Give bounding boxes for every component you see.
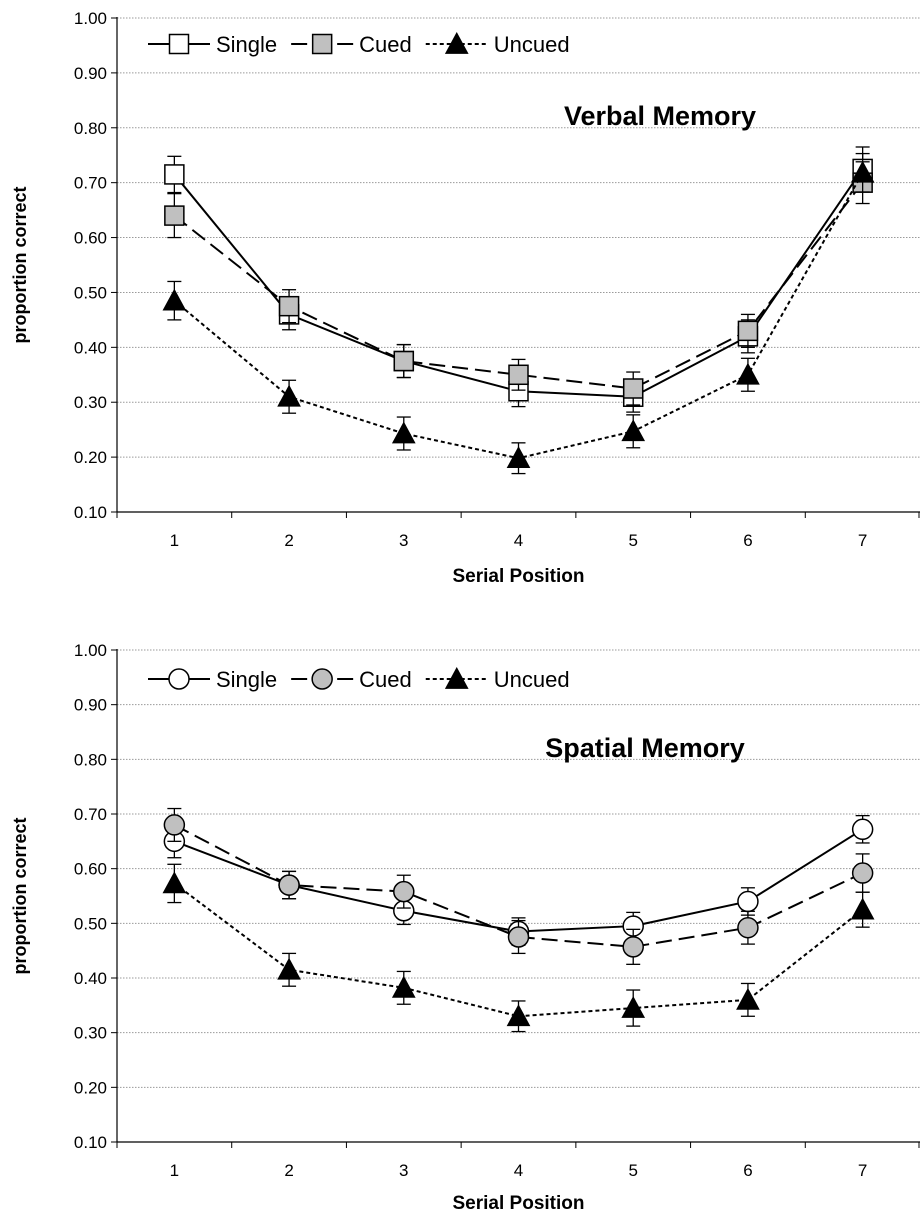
x-tick-label: 6 bbox=[743, 1161, 752, 1180]
legend-marker bbox=[168, 33, 190, 55]
series-uncued bbox=[162, 863, 875, 1033]
series-line bbox=[173, 182, 864, 390]
chart-title: Spatial Memory bbox=[545, 733, 745, 763]
y-tick-label: 0.20 bbox=[74, 448, 107, 467]
data-point bbox=[621, 419, 646, 442]
x-tick-label: 5 bbox=[628, 1161, 637, 1180]
legend-marker bbox=[444, 666, 469, 689]
data-point bbox=[622, 378, 644, 399]
data-point bbox=[506, 446, 531, 469]
data-point bbox=[393, 880, 415, 903]
x-axis-title: Serial Position bbox=[453, 1193, 585, 1214]
legend: Single Cued Uncued bbox=[148, 666, 570, 692]
data-point bbox=[736, 362, 760, 385]
legend-label: Uncued bbox=[494, 32, 570, 57]
x-tick-label: 3 bbox=[399, 1161, 408, 1180]
y-axis-title: proportion correct bbox=[10, 817, 30, 974]
x-tick-label: 1 bbox=[170, 1161, 179, 1180]
data-point bbox=[622, 936, 644, 958]
y-tick-label: 1.00 bbox=[74, 641, 107, 660]
legend-label: Single bbox=[216, 667, 277, 692]
data-point bbox=[278, 295, 300, 317]
chart-title: Verbal Memory bbox=[564, 101, 756, 131]
data-point bbox=[164, 164, 185, 185]
y-tick-label: 0.80 bbox=[74, 750, 107, 769]
y-tick-label: 0.10 bbox=[74, 1133, 107, 1152]
data-point bbox=[621, 996, 646, 1018]
data-point bbox=[277, 384, 301, 407]
data-point bbox=[164, 205, 185, 226]
y-tick-label: 0.70 bbox=[74, 805, 107, 824]
chart-1: 0.10 0.20 0.30 0.40 0.50 0.60 0.70 0.80 0.90 1.00… bbox=[10, 9, 920, 587]
data-point bbox=[850, 897, 875, 920]
x-tick-label: 1 bbox=[170, 531, 179, 550]
legend-marker bbox=[311, 668, 333, 690]
y-tick-label: 0.90 bbox=[74, 696, 107, 715]
y-tick-label: 1.00 bbox=[74, 9, 107, 28]
y-tick-label: 0.60 bbox=[74, 860, 107, 879]
x-tick-label: 3 bbox=[399, 531, 408, 550]
x-tick-label: 6 bbox=[743, 531, 752, 550]
legend-label: Cued bbox=[359, 32, 412, 57]
y-tick-label: 0.80 bbox=[74, 119, 107, 138]
y-tick-label: 0.10 bbox=[74, 503, 107, 522]
x-tick-label: 5 bbox=[628, 531, 637, 550]
data-point bbox=[508, 364, 529, 386]
y-tick-label: 0.40 bbox=[74, 338, 107, 357]
data-point bbox=[851, 862, 874, 884]
data-point bbox=[506, 1004, 531, 1027]
series-line bbox=[174, 828, 864, 933]
legend: Single Cued Uncued bbox=[148, 31, 570, 57]
data-point bbox=[391, 975, 416, 998]
data-point bbox=[736, 987, 760, 1010]
data-point bbox=[393, 350, 415, 372]
y-tick-label: 0.30 bbox=[74, 1024, 107, 1043]
series-cued bbox=[163, 807, 874, 965]
data-point bbox=[737, 916, 759, 939]
y-axis-title: proportion correct bbox=[10, 186, 30, 343]
x-axis-title: Serial Position bbox=[453, 566, 585, 587]
chart-2: 0.10 0.20 0.30 0.40 0.50 0.60 0.70 0.80 0.90 1.00… bbox=[10, 641, 920, 1214]
data-point bbox=[737, 890, 759, 913]
x-tick-label: 7 bbox=[858, 1161, 867, 1180]
x-tick-label: 7 bbox=[858, 531, 867, 550]
data-point bbox=[162, 871, 187, 894]
x-tick-label: 4 bbox=[514, 1161, 523, 1180]
data-point bbox=[507, 926, 530, 948]
legend-label: Cued bbox=[359, 667, 412, 692]
x-tick-label: 4 bbox=[514, 531, 523, 550]
series-uncued bbox=[162, 152, 875, 475]
legend-label: Single bbox=[216, 32, 277, 57]
y-tick-label: 0.30 bbox=[74, 393, 107, 412]
series-cued bbox=[164, 161, 873, 406]
y-tick-label: 0.90 bbox=[74, 64, 107, 83]
data-point bbox=[737, 320, 759, 342]
y-tick-label: 0.40 bbox=[74, 969, 107, 988]
legend-marker bbox=[311, 33, 333, 55]
data-point bbox=[278, 874, 300, 896]
x-tick-label: 2 bbox=[284, 1161, 293, 1180]
legend-marker bbox=[168, 668, 190, 690]
data-point bbox=[163, 814, 186, 836]
y-tick-label: 0.50 bbox=[74, 283, 107, 302]
data-point bbox=[277, 957, 301, 980]
y-tick-label: 0.20 bbox=[74, 1078, 107, 1097]
legend-marker bbox=[444, 31, 469, 54]
x-tick-label: 2 bbox=[284, 531, 293, 550]
y-tick-label: 0.70 bbox=[74, 174, 107, 193]
y-tick-label: 0.60 bbox=[74, 229, 107, 248]
data-point bbox=[850, 160, 875, 183]
data-point bbox=[851, 818, 874, 841]
y-tick-label: 0.50 bbox=[74, 914, 107, 933]
legend-label: Uncued bbox=[494, 667, 570, 692]
data-point bbox=[391, 421, 416, 444]
data-point bbox=[162, 288, 187, 311]
